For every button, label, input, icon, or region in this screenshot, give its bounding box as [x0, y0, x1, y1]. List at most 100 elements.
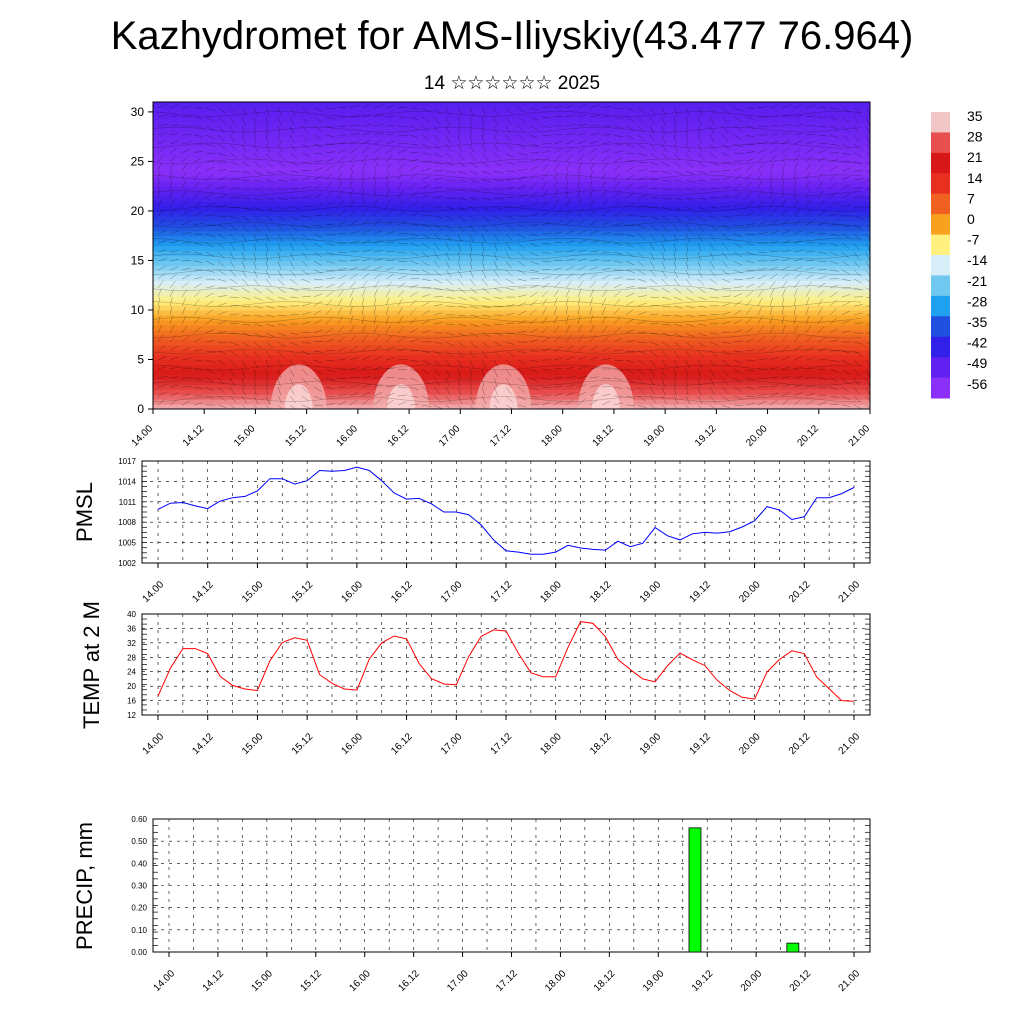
wind-barb: [625, 395, 635, 399]
wind-barb: [193, 223, 203, 226]
wind-barb: [817, 251, 827, 254]
wind-barb: [577, 297, 581, 307]
wind-barb: [781, 324, 786, 334]
wind-barb: [553, 325, 560, 334]
wind-barb: [337, 232, 347, 235]
wind-barb: [325, 143, 336, 145]
wind-barb: [637, 185, 647, 190]
wind-barb: [169, 392, 179, 397]
wind-barb: [349, 306, 353, 316]
wind-barb: [853, 386, 860, 395]
wind-barb: [493, 242, 498, 252]
wind-barb: [865, 251, 870, 261]
wind-barb: [409, 403, 419, 406]
wind-barb: [469, 197, 479, 201]
wind-barb: [457, 323, 467, 327]
wind-barb: [481, 125, 485, 135]
wind-barb: [589, 259, 599, 262]
wind-barb: [841, 116, 850, 123]
wind-barb: [265, 260, 269, 270]
wind-barb: [673, 296, 683, 301]
wind-barb: [853, 186, 863, 190]
wind-barb: [385, 357, 395, 361]
wind-barb: [673, 197, 683, 201]
wind-barb: [829, 260, 839, 265]
wind-barb: [253, 152, 260, 161]
wind-barb: [721, 303, 731, 307]
wind-barb: [217, 143, 226, 149]
wind-barb: [229, 377, 235, 386]
wind-barb: [373, 219, 382, 226]
wind-barb: [589, 198, 595, 208]
wind-barb: [625, 359, 635, 364]
wind-barb: [301, 224, 311, 229]
wind-barb: [865, 242, 870, 252]
wind-barb: [793, 384, 803, 388]
wind-barb: [541, 134, 551, 137]
wind-barb: [205, 233, 215, 237]
wind-barb: [649, 260, 655, 269]
wind-barb: [793, 104, 803, 109]
section-band: [153, 245, 870, 252]
wind-barb: [805, 209, 813, 217]
wind-barb: [349, 241, 359, 244]
wind-barb: [181, 155, 189, 163]
wind-barb: [169, 356, 179, 361]
wind-barb: [337, 401, 347, 406]
wind-barb: [193, 164, 201, 172]
wind-barb: [229, 107, 237, 115]
wind-barb: [709, 341, 719, 346]
wind-barb: [829, 233, 839, 236]
wind-barb: [469, 314, 479, 317]
wind-barb: [445, 395, 452, 404]
wind-barb: [553, 267, 563, 271]
wind-barb: [325, 223, 335, 226]
wind-barb: [673, 305, 683, 309]
wind-barb: [481, 143, 487, 153]
wind-barb: [745, 368, 755, 372]
wind-barb: [589, 280, 596, 289]
wind-barb: [673, 341, 682, 348]
wind-barb: [757, 394, 767, 397]
wind-barb: [769, 220, 778, 226]
wind-barb: [457, 197, 467, 200]
wind-barb: [385, 377, 396, 379]
wind-barb: [265, 296, 275, 301]
wind-barb: [601, 155, 609, 163]
wind-barb: [553, 163, 559, 172]
wind-barb: [181, 141, 191, 145]
wind-barb: [649, 233, 656, 242]
section-band: [153, 196, 870, 202]
wind-barb: [805, 125, 816, 127]
wind-barb: [613, 190, 620, 199]
wind-barb: [721, 224, 731, 229]
wind-barb: [697, 269, 703, 278]
wind-barb: [373, 273, 382, 280]
wind-barb: [157, 180, 160, 190]
wind-barb: [301, 377, 308, 386]
wind-barb: [361, 114, 371, 118]
wind-barb: [205, 269, 215, 273]
wind-barb: [253, 341, 262, 348]
wind-barb: [733, 260, 742, 266]
wind-barb: [649, 242, 655, 251]
wind-barb: [217, 251, 225, 259]
wind-barb: [745, 134, 755, 138]
wind-barb: [697, 395, 703, 404]
wind-barb: [529, 269, 539, 272]
wind-barb: [805, 148, 814, 154]
wind-barb: [601, 315, 607, 325]
wind-barb: [517, 350, 527, 354]
wind-barb: [205, 224, 216, 226]
wind-barb: [709, 161, 719, 166]
wind-barb: [565, 334, 572, 343]
wind-barb: [721, 185, 731, 190]
wind-barb: [505, 350, 514, 356]
wind-barb: [721, 278, 731, 283]
wind-barb: [481, 188, 491, 191]
wind-barb: [637, 143, 646, 150]
wind-barb: [793, 147, 802, 154]
wind-barb: [709, 296, 719, 299]
wind-barb: [769, 189, 773, 199]
wind-barb: [457, 287, 466, 294]
